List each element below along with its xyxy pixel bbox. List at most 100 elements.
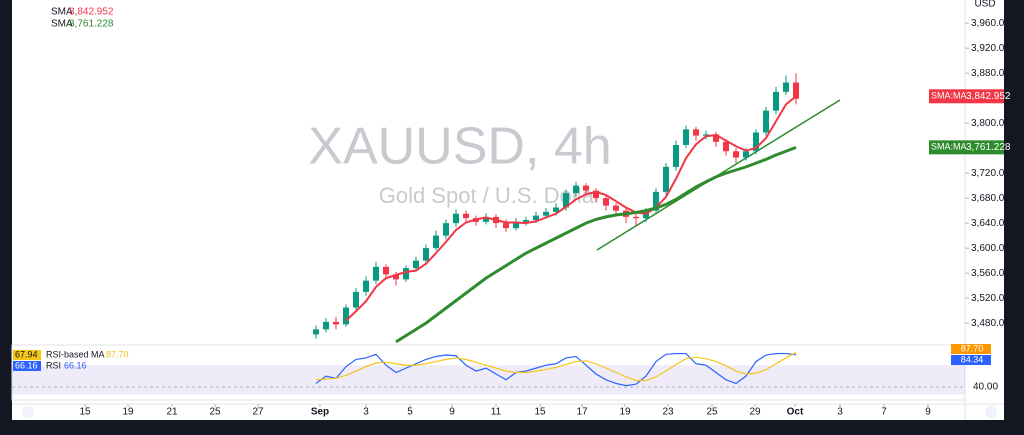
y-tick-label: 3,560.000 [971,268,1016,279]
x-tick-label: 3 [363,407,369,418]
x-tick-label: 19 [122,407,134,418]
y-tick-label: 3,480.000 [971,318,1016,329]
candle-body [413,260,419,269]
currency-label: USD [974,0,995,10]
y-tick-label: 3,880.000 [971,68,1016,79]
candle-body [313,329,319,335]
x-tick-label: 29 [749,407,761,418]
y-tick-label: 3,520.000 [971,293,1016,304]
rsi-legend-label: RSI [46,360,61,370]
rsi-line [315,351,797,382]
candle-body [633,216,639,219]
candle-body [743,151,749,158]
candle-body [403,268,409,280]
timezone-button[interactable] [22,406,34,418]
candle-body [343,307,349,325]
candle-body [563,193,569,208]
x-tick-label: 21 [166,407,178,418]
candle-body [713,134,719,142]
candle-body [443,223,449,236]
x-tick-label: 9 [449,407,455,418]
candle-body [393,274,399,280]
y-tick-label: 3,960.000 [971,18,1016,29]
sma-line [395,145,797,344]
rsi-legend-box [13,350,41,360]
x-tick-label: 11 [491,407,502,418]
candle-body [773,91,779,111]
x-tick-label: Sep [311,407,329,418]
badge-value: 3,842.952 [966,91,1011,102]
candle-body [553,207,559,212]
y-tick-label: 3,720.000 [971,168,1016,179]
candle-body [663,166,669,192]
x-tick-label: 25 [209,407,221,418]
rsi-legend-value: 66.16 [64,360,87,370]
legend-value: 3,842.952 [69,7,114,18]
candle-body [673,145,679,167]
candle-body [333,321,339,325]
candle-body [723,141,729,152]
badge-name: SMA:MA [931,91,967,101]
rsi-badge [951,355,991,365]
candle-body [513,221,519,229]
rsi-badge-label: 87.70 [961,343,984,353]
auto-scale-button[interactable] [985,406,997,418]
candle-body [373,266,379,281]
candle-body [533,215,539,220]
rsi-legend-box-value: 67.94 [15,349,38,359]
candle-body [483,216,489,222]
candle-body [523,220,529,222]
candle-body [383,266,389,275]
candle-body [353,291,359,308]
candle-body [683,129,689,145]
candle-body [453,213,459,224]
candle-body [793,82,799,99]
rsi-legend-label: RSI-based MA [46,349,105,359]
rsi-badge-label: 84.34 [961,354,984,364]
badge-value: 3,761.228 [966,142,1011,153]
candle-body [733,151,739,158]
x-tick-label: 19 [619,407,631,418]
candle-body [613,205,619,211]
candle-body [763,110,769,133]
x-tick-label: 3 [837,407,843,418]
y-tick-label: 3,640.000 [971,218,1016,229]
sma-line [345,95,797,322]
x-tick-label: 17 [576,407,588,418]
x-tick-label: 15 [534,407,546,418]
x-tick-label: 15 [79,407,91,418]
candle-body [703,134,709,136]
legend-value: 3,761.228 [69,19,114,30]
candle-body [323,321,329,330]
x-tick-label: 23 [662,407,674,418]
candle-body [693,129,699,136]
rsi-pane [11,344,966,401]
candle-body [433,235,439,249]
rsi-legend-box [13,361,41,371]
rsi-badge [951,344,991,354]
y-tick-label: 3,800.000 [971,118,1016,129]
price-badge [929,89,1004,104]
candle-body [363,280,369,292]
legend-label: SMA [51,19,73,30]
badge-name: SMA:MA [931,142,967,152]
candle-body [593,190,599,199]
rsi-line [315,352,797,387]
candle-body [463,213,469,219]
price-badge [929,140,1004,155]
watermark-title: XAUUSD, 4h [308,118,611,176]
legend-label: SMA [51,7,73,18]
y-tick-label: 3,920.000 [971,43,1016,54]
candle-body [653,191,659,211]
rsi-legend-box-value: 66.16 [15,360,38,370]
x-tick-label: Oct [787,407,804,418]
x-tick-label: 27 [252,407,264,418]
candle-body [783,82,789,92]
x-tick-label: 9 [925,407,931,418]
candle-body [423,248,429,261]
candle-body [543,211,549,216]
x-tick-label: 25 [706,407,718,418]
x-tick-label: 7 [881,407,887,418]
rsi-legend-value: 87.70 [106,349,129,359]
